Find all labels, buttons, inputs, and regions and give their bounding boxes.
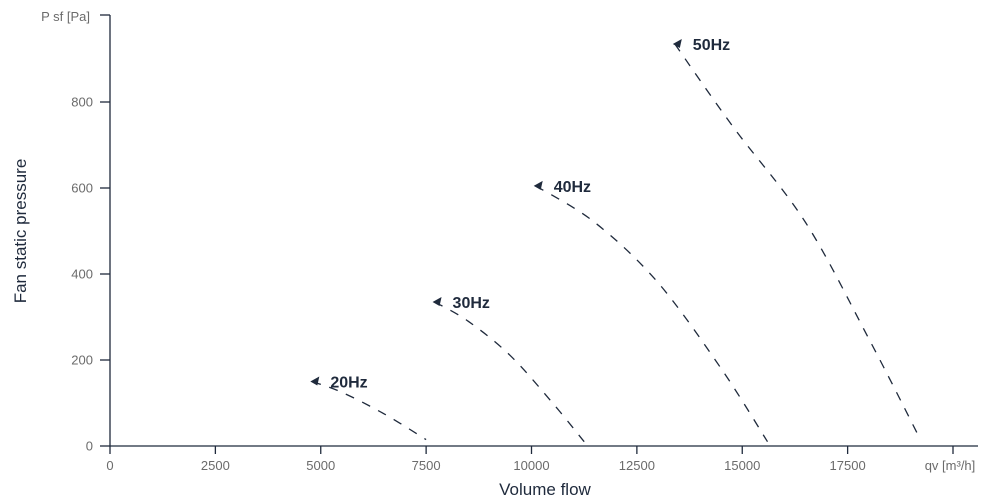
x-tick-label: 17500 — [830, 458, 866, 473]
curve-50hz — [674, 43, 920, 438]
curve-label-50hz: 50Hz — [693, 37, 730, 54]
x-tick-label: 7500 — [412, 458, 441, 473]
y-tick-label: 0 — [86, 439, 93, 454]
y-ticks: 0 200 400 600 800 — [71, 95, 110, 454]
x-tick-label: 12500 — [619, 458, 655, 473]
y-tick-label: 800 — [71, 95, 93, 110]
fan-curves: 20Hz 30Hz 40Hz 50Hz — [310, 37, 920, 443]
curve-label-20hz: 20Hz — [330, 375, 367, 392]
curve-30hz — [434, 301, 585, 443]
axes — [100, 14, 978, 447]
curve-label-40hz: 40Hz — [554, 179, 591, 196]
curve-label-30hz: 30Hz — [453, 295, 490, 312]
x-axis-title: Volume flow — [499, 480, 591, 499]
curve-marker-30hz — [432, 296, 442, 306]
y-tick-label: 400 — [71, 267, 93, 282]
y-axis-title: Fan static pressure — [11, 159, 30, 304]
y-unit-label: P sf [Pa] — [41, 9, 90, 24]
curve-40hz — [535, 185, 769, 443]
x-tick-label: 10000 — [513, 458, 549, 473]
x-unit-label: qv [m³/h] — [925, 458, 976, 473]
y-tick-label: 200 — [71, 353, 93, 368]
x-tick-label: 15000 — [724, 458, 760, 473]
x-tick-label: 2500 — [201, 458, 230, 473]
curve-marker-50hz — [672, 38, 682, 48]
y-tick-label: 600 — [71, 181, 93, 196]
curve-marker-40hz — [533, 180, 543, 190]
x-ticks: 0 2500 5000 7500 10000 12500 15000 17500 — [106, 446, 954, 473]
curve-marker-20hz — [310, 376, 320, 386]
x-tick-label: 0 — [106, 458, 113, 473]
x-tick-label: 5000 — [306, 458, 335, 473]
